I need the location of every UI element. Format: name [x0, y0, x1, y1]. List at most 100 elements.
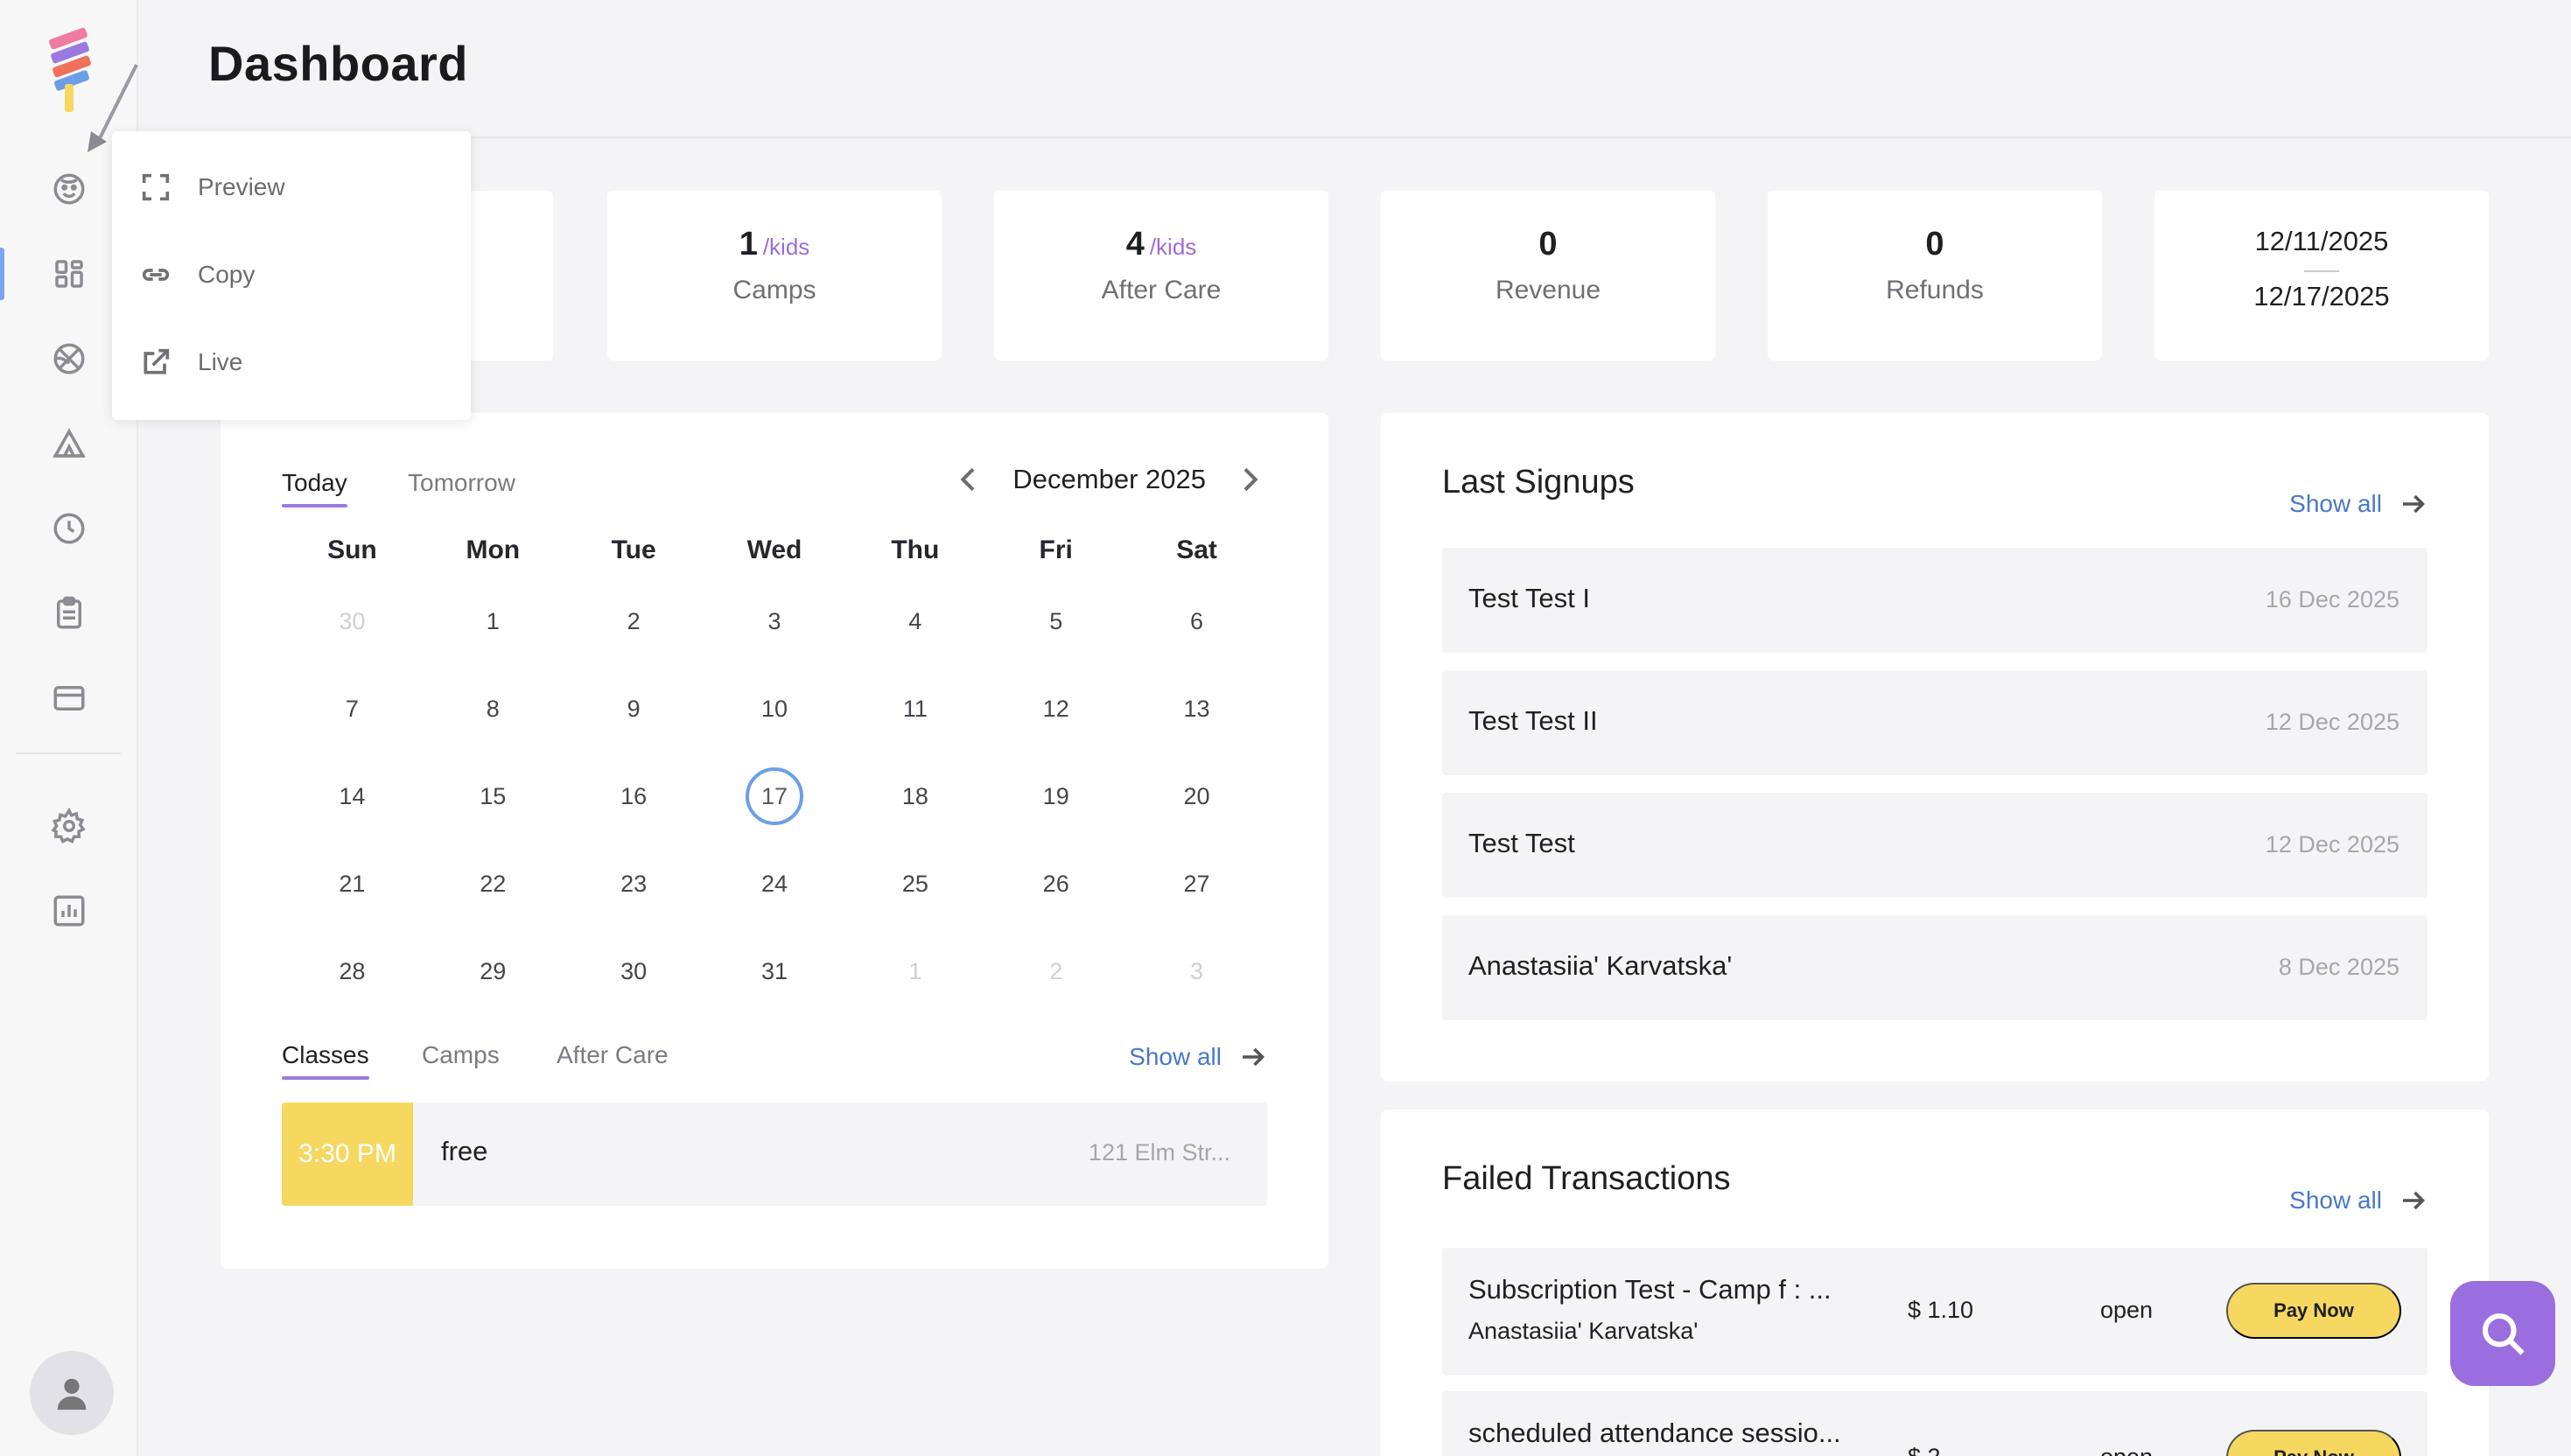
chevron-right-icon[interactable] — [1232, 462, 1267, 497]
last-signups-panel: Last Signups Show all Test Test I 16 Dec… — [1381, 413, 2489, 1082]
calendar-day[interactable]: 25 — [844, 870, 985, 957]
calendar-day[interactable]: 30 — [282, 607, 423, 695]
calendar-day[interactable]: 30 — [564, 957, 704, 1045]
transaction-subtitle: Anastasiia' Karvatska' — [1468, 1318, 1699, 1344]
calendar-day-number: 30 — [620, 957, 648, 984]
signup-row[interactable]: Test Test I 16 Dec 2025 — [1442, 548, 2427, 653]
calendar-day[interactable]: 3 — [704, 607, 845, 695]
sidebar-item-classes[interactable] — [0, 327, 138, 390]
event-time: 3:30 PM — [282, 1102, 413, 1206]
calendar-day[interactable]: 16 — [564, 782, 704, 870]
arrow-right-icon — [2403, 1191, 2426, 1210]
calendar-panel: Today Tomorrow December 2025 Sun Mon Tue… — [221, 413, 1328, 1269]
calendar-day[interactable]: 4 — [844, 607, 985, 695]
calendar-day-number: 16 — [620, 782, 648, 809]
stat-card-after-care: 4/kids After Care — [994, 191, 1328, 360]
signup-name: Test Test II — [1468, 705, 1598, 736]
sidebar-item-camps[interactable] — [0, 412, 138, 475]
calendar-day-number: 13 — [1183, 695, 1210, 722]
calendar-day[interactable]: 2 — [564, 607, 704, 695]
signup-row[interactable]: Test Test 12 Dec 2025 — [1442, 793, 2427, 898]
stat-value: 0 — [1925, 226, 1944, 262]
tab-camps[interactable]: Camps — [422, 1041, 500, 1068]
calendar-day[interactable]: 14 — [282, 782, 423, 870]
calendar-day[interactable]: 12 — [985, 695, 1126, 782]
chevron-left-icon[interactable] — [951, 462, 986, 497]
weekday-label: Fri — [1039, 536, 1073, 564]
tab-after-care[interactable]: After Care — [557, 1041, 669, 1068]
popup-item-preview[interactable]: Preview — [138, 161, 285, 214]
calendar-day[interactable]: 20 — [1126, 782, 1267, 870]
show-all-signups-link[interactable]: Show all — [2289, 488, 2429, 520]
calendar-day[interactable]: 10 — [704, 695, 845, 782]
calendar-day[interactable]: 19 — [985, 782, 1126, 870]
date-range-end: 12/17/2025 — [2253, 281, 2390, 312]
transaction-title: scheduled attendance sessio... — [1468, 1418, 1841, 1448]
event-row[interactable]: 3:30 PM free 121 Elm Str... — [282, 1102, 1267, 1206]
pay-now-button[interactable]: Pay Now — [2226, 1283, 2401, 1339]
calendar-day[interactable]: 27 — [1126, 870, 1267, 957]
calendar-day[interactable]: 24 — [704, 870, 845, 957]
calendar-day[interactable]: 23 — [564, 870, 704, 957]
show-all-classes-link[interactable]: Show all — [1129, 1041, 1269, 1073]
calendar-day-number: 2 — [1049, 957, 1063, 984]
tab-today[interactable]: Today — [282, 469, 347, 508]
popup-item-label: Copy — [198, 261, 256, 288]
calendar-day[interactable]: 1 — [423, 607, 564, 695]
stat-value: 4 — [1125, 226, 1145, 262]
search-button[interactable] — [2450, 1281, 2555, 1386]
signup-row[interactable]: Anastasiia' Karvatska' 8 Dec 2025 — [1442, 915, 2427, 1020]
sidebar-item-payments[interactable] — [0, 667, 138, 730]
calendar-day-number: 30 — [339, 607, 366, 634]
calendar-day-number: 1 — [908, 957, 922, 984]
show-all-transactions-link[interactable]: Show all — [2289, 1185, 2429, 1216]
calendar-day[interactable]: 11 — [844, 695, 985, 782]
stat-unit: /kids — [762, 234, 810, 260]
signup-name: Test Test I — [1468, 583, 1590, 613]
popup-item-live[interactable]: Live — [138, 336, 242, 388]
sidebar-item-settings[interactable] — [0, 794, 138, 858]
signup-name: Test Test — [1468, 828, 1575, 858]
basketball-icon — [53, 343, 85, 374]
calendar-day[interactable]: 7 — [282, 695, 423, 782]
calendar-day[interactable]: 31 — [704, 957, 845, 1045]
stat-label: Refunds — [1886, 276, 1984, 304]
date-range-card[interactable]: 12/11/2025 12/17/2025 — [2154, 191, 2489, 360]
user-avatar[interactable] — [30, 1351, 114, 1435]
calendar-day[interactable]: 6 — [1126, 607, 1267, 695]
calendar-day[interactable]: 26 — [985, 870, 1126, 957]
calendar-day[interactable]: 22 — [423, 870, 564, 957]
calendar-day[interactable]: 9 — [564, 695, 704, 782]
sidebar-item-after-care[interactable] — [0, 497, 138, 560]
popup-item-copy[interactable]: Copy — [138, 248, 255, 301]
transaction-row: scheduled attendance sessio... $ 2 open … — [1442, 1391, 2427, 1456]
calendar-day[interactable]: 8 — [423, 695, 564, 782]
calendar-day-today[interactable]: 17 — [704, 767, 845, 870]
sidebar-item-attendance[interactable] — [0, 582, 138, 645]
calendar-day[interactable]: 13 — [1126, 695, 1267, 782]
sidebar-item-dashboard[interactable] — [0, 242, 138, 305]
signup-row[interactable]: Test Test II 12 Dec 2025 — [1442, 670, 2427, 775]
calendar-day[interactable]: 15 — [423, 782, 564, 870]
transaction-row: Subscription Test - Camp f : ... Anastas… — [1442, 1248, 2427, 1376]
sidebar-item-kids[interactable] — [0, 158, 138, 220]
calendar-day[interactable]: 3 — [1126, 957, 1267, 1045]
sidebar-item-reports[interactable] — [0, 879, 138, 942]
calendar-day[interactable]: 28 — [282, 957, 423, 1045]
transaction-amount: $ 2 — [1908, 1444, 1941, 1456]
signup-date: 12 Dec 2025 — [2265, 831, 2399, 858]
pay-now-button[interactable]: Pay Now — [2226, 1430, 2401, 1456]
tab-tomorrow[interactable]: Tomorrow — [408, 469, 515, 496]
calendar-day[interactable]: 21 — [282, 870, 423, 957]
tab-classes[interactable]: Classes — [282, 1041, 369, 1080]
calendar-day-number: 24 — [760, 870, 788, 897]
calendar-day[interactable]: 5 — [985, 607, 1126, 695]
show-all-label: Show all — [2289, 490, 2382, 517]
calendar-day[interactable]: 29 — [423, 957, 564, 1045]
signup-date: 16 Dec 2025 — [2265, 586, 2399, 612]
calendar-day[interactable]: 2 — [985, 957, 1126, 1045]
popsicle-logo-icon[interactable] — [46, 26, 98, 114]
calendar-day[interactable]: 18 — [844, 782, 985, 870]
calendar-day[interactable]: 1 — [844, 957, 985, 1045]
weekday-label: Tue — [611, 536, 656, 564]
